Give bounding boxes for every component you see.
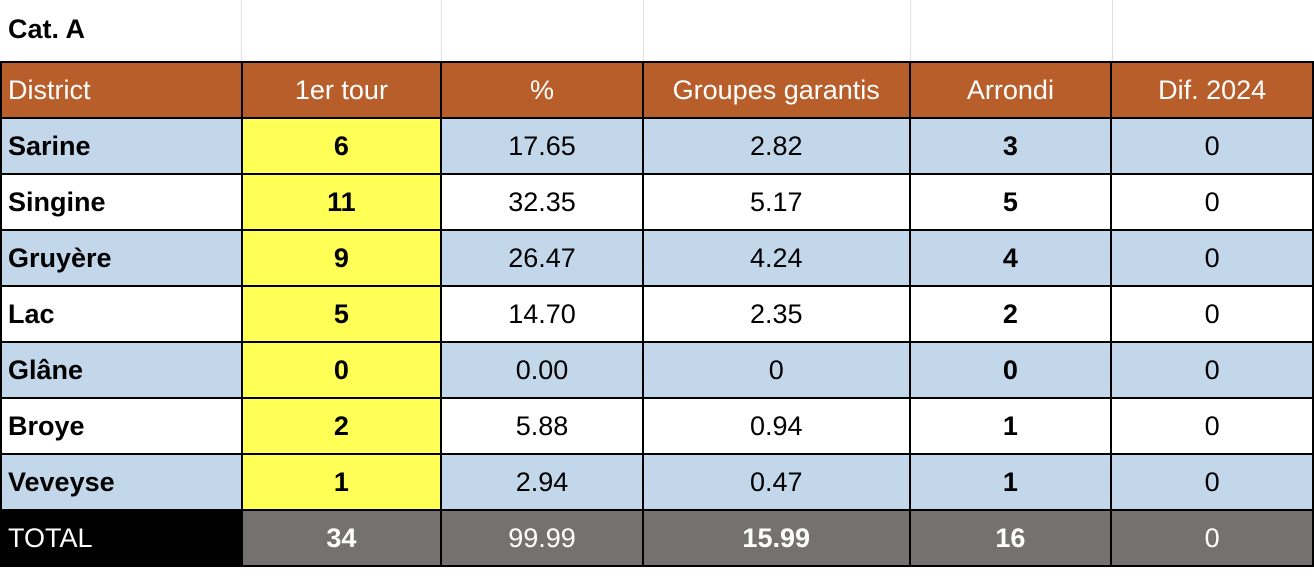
header-row: District 1er tour% Groupes garantis Arrondi… (0, 61, 1314, 119)
cell[interactable]: 1 (240, 453, 443, 511)
cell[interactable]: 2 (908, 285, 1113, 343)
cell[interactable]: 0 (641, 341, 911, 399)
cell[interactable]: 5 (240, 285, 443, 343)
cell[interactable]: TOTAL (0, 509, 243, 567)
cell[interactable]: 0 (1110, 173, 1314, 231)
table-row: Glâne 0 0.00 0 0 0 (0, 341, 1314, 399)
cell[interactable]: 34 (240, 509, 443, 567)
cell[interactable]: 9 (240, 229, 443, 287)
cell[interactable]: 0 (1110, 397, 1314, 455)
cell[interactable]: 0.47 (641, 453, 911, 511)
cell[interactable]: 17.65 (440, 117, 644, 175)
cell[interactable]: 5.17 (641, 173, 911, 231)
cell[interactable]: 14.70 (440, 285, 644, 343)
cell[interactable]: 1 (908, 453, 1113, 511)
cell[interactable]: Veveyse (0, 453, 243, 511)
cell[interactable]: 2 (240, 397, 443, 455)
column-header[interactable]: % (440, 61, 644, 119)
cell[interactable]: Glâne (0, 341, 243, 399)
cell[interactable]: 99.99 (440, 509, 644, 567)
cell[interactable]: 0 (908, 341, 1113, 399)
cell[interactable]: 5.88 (440, 397, 644, 455)
column-header[interactable]: 1er tour (240, 61, 443, 119)
table-row: Veveyse 1 2.94 0.47 1 0 (0, 453, 1314, 511)
cell[interactable]: 32.35 (440, 173, 644, 231)
table-row: Gruyère 9 26.47 4.24 4 0 (0, 229, 1314, 287)
column-header[interactable]: District (0, 61, 243, 119)
results-table: District 1er tour% Groupes garantis Arrondi… (0, 61, 1314, 567)
cell[interactable]: Gruyère (0, 229, 243, 287)
cell[interactable]: 0 (1110, 117, 1314, 175)
cell[interactable]: 0 (1110, 285, 1314, 343)
cell[interactable]: 0 (1110, 453, 1314, 511)
cell[interactable]: 26.47 (440, 229, 644, 287)
cell[interactable]: Singine (0, 173, 243, 231)
cell[interactable]: 0.94 (641, 397, 911, 455)
cell[interactable]: 0 (1110, 229, 1314, 287)
cell[interactable]: 0 (240, 341, 443, 399)
cell[interactable]: 1 (908, 397, 1113, 455)
cell[interactable]: 15.99 (641, 509, 911, 567)
cell[interactable]: 4.24 (641, 229, 911, 287)
gridline (643, 0, 644, 62)
cell[interactable]: 3 (908, 117, 1113, 175)
cell[interactable]: 16 (908, 509, 1113, 567)
cell[interactable]: 2.94 (440, 453, 644, 511)
total-row: TOTAL 34 99.99 15.99 16 0 (0, 509, 1314, 567)
cell[interactable]: Broye (0, 397, 243, 455)
cell[interactable]: 0 (1110, 341, 1314, 399)
cell[interactable]: 0 (1110, 509, 1314, 567)
table-row: Lac 5 14.70 2.35 2 0 (0, 285, 1314, 343)
cell[interactable]: 2.35 (641, 285, 911, 343)
gridline (441, 0, 442, 62)
gridline (910, 0, 911, 62)
cell[interactable]: 4 (908, 229, 1113, 287)
gridline (1112, 0, 1113, 62)
gridline (241, 0, 242, 62)
cell[interactable]: 11 (240, 173, 443, 231)
cell[interactable]: 0.00 (440, 341, 644, 399)
cell[interactable]: 6 (240, 117, 443, 175)
cell[interactable]: Sarine (0, 117, 243, 175)
cell[interactable]: Lac (0, 285, 243, 343)
column-header[interactable]: Groupes garantis (641, 61, 911, 119)
column-header[interactable]: Arrondi (908, 61, 1113, 119)
column-header[interactable]: Dif. 2024 (1110, 61, 1314, 119)
table-row: Sarine 6 17.65 2.82 3 0 (0, 117, 1314, 175)
sheet-title[interactable]: Cat. A (8, 14, 86, 44)
cell[interactable]: 5 (908, 173, 1113, 231)
table-row: Singine 11 32.35 5.17 5 0 (0, 173, 1314, 231)
table-row: Broye 2 5.88 0.94 1 0 (0, 397, 1314, 455)
cell[interactable]: 2.82 (641, 117, 911, 175)
